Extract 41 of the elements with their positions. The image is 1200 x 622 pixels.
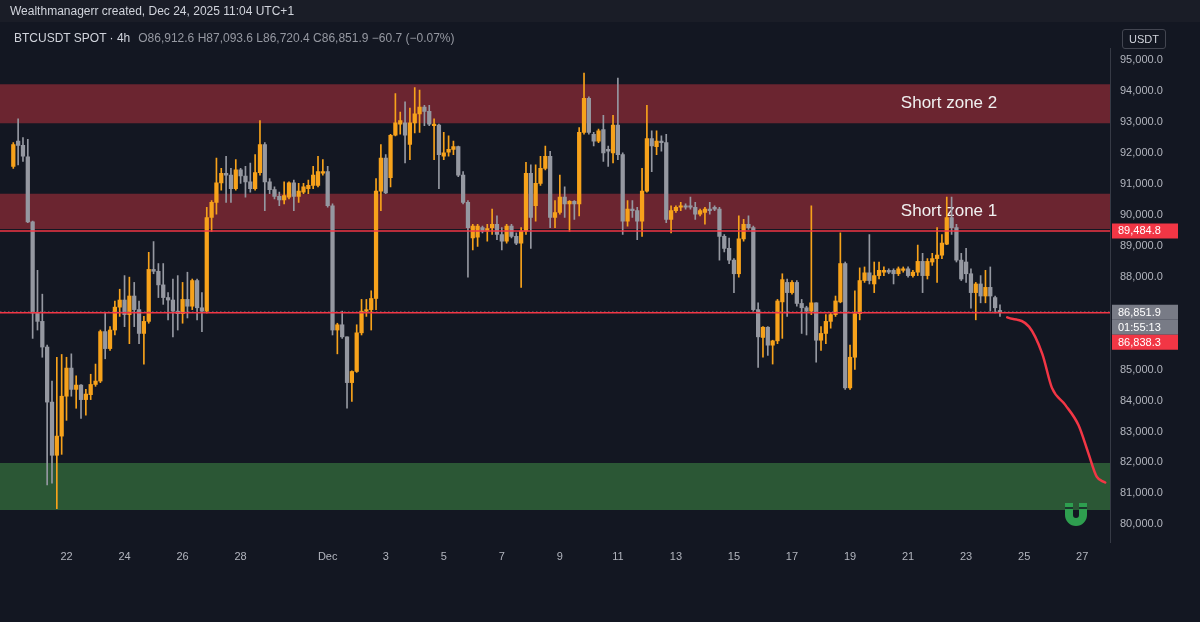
x-tick-label: 9 — [556, 550, 563, 563]
x-tick-label: 22 — [60, 550, 73, 563]
y-tick-label: 92,000.0 — [1120, 146, 1163, 159]
y-tick-label: 80,000.0 — [1120, 517, 1163, 530]
y-tick-label: 83,000.0 — [1120, 424, 1163, 437]
text: 01:55:13 — [1118, 320, 1161, 333]
ref-line-label: 89,484.8 — [1118, 224, 1161, 237]
y-tick-label: 95,000.0 — [1120, 53, 1163, 66]
x-tick-label: 3 — [382, 550, 389, 563]
y-tick-label: 89,000.0 — [1120, 238, 1163, 251]
x-tick-label: 7 — [498, 550, 505, 563]
x-tick-label: 28 — [234, 550, 247, 563]
text: USDT — [1122, 29, 1166, 49]
y-tick-label: 94,000.0 — [1120, 84, 1163, 97]
x-tick-label: 21 — [901, 550, 915, 563]
y-tick-label: 85,000.0 — [1120, 362, 1163, 375]
ref-line-label: 86,851.9 — [1118, 305, 1161, 318]
y-tick-label: 84,000.0 — [1120, 393, 1163, 406]
x-tick-label: 25 — [1018, 550, 1031, 563]
x-tick-label: 5 — [440, 550, 447, 563]
x-tick-label: 11 — [612, 550, 624, 563]
x-tick-label: 23 — [959, 550, 973, 563]
y-tick-label: 91,000.0 — [1120, 177, 1163, 190]
x-tick-label: 19 — [843, 550, 857, 563]
x-tick-label: Dec — [317, 550, 338, 563]
chart-title: BTCUSDT SPOT · 4h — [14, 31, 131, 45]
y-tick-label: 90,000.0 — [1120, 208, 1163, 221]
chart-subtitle: O86,912.6 H87,093.6 L86,720.4 C86,851.9 −60.7 (−0.07%) — [138, 31, 455, 45]
y-tick-label: 82,000.0 — [1120, 455, 1163, 468]
text: Wealthmanagerr created, Dec 24, 2025 11:04 UTC+1 — [0, 0, 1200, 22]
x-tick-label: 27 — [1076, 550, 1089, 563]
x-tick-label: 15 — [727, 550, 741, 563]
x-tick-label: 17 — [785, 550, 799, 563]
band-label: Short zone 2 — [900, 93, 998, 113]
x-tick-label: 24 — [118, 550, 131, 563]
y-tick-label: 93,000.0 — [1120, 115, 1163, 128]
y-tick-label: 88,000.0 — [1120, 269, 1163, 282]
ref-line-label: 86,838.3 — [1118, 335, 1161, 348]
x-tick-label: 13 — [669, 550, 683, 563]
x-tick-label: 26 — [176, 550, 189, 563]
y-tick-label: 81,000.0 — [1120, 486, 1163, 499]
